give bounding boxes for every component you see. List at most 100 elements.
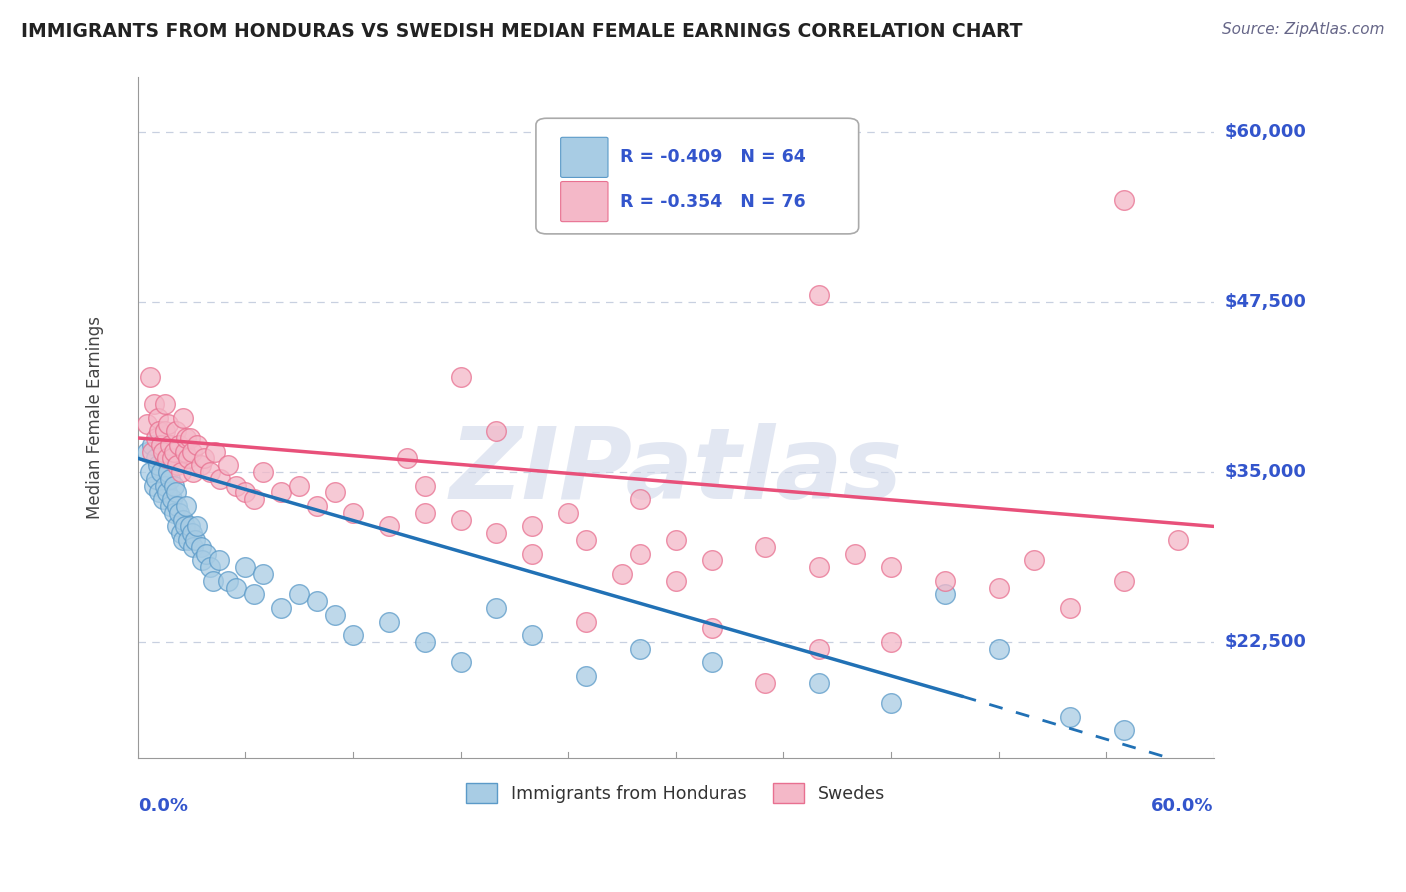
Point <box>153 451 176 466</box>
Point <box>342 628 364 642</box>
Point <box>450 513 472 527</box>
Point <box>202 574 225 588</box>
Point <box>141 444 163 458</box>
Point <box>575 533 598 547</box>
Point <box>153 424 176 438</box>
Text: $47,500: $47,500 <box>1225 293 1306 311</box>
Point <box>155 451 177 466</box>
Point <box>167 506 190 520</box>
Point <box>243 492 266 507</box>
Point <box>307 499 329 513</box>
Point <box>235 485 257 500</box>
FancyBboxPatch shape <box>561 181 607 221</box>
Point <box>146 410 169 425</box>
Point <box>808 641 831 656</box>
Point <box>172 533 194 547</box>
Point <box>145 451 167 466</box>
Point <box>243 587 266 601</box>
Point <box>628 492 651 507</box>
Point <box>413 506 436 520</box>
Point <box>1112 723 1135 738</box>
Point <box>157 465 180 479</box>
Text: ZIPatlas: ZIPatlas <box>449 424 903 520</box>
Point <box>628 641 651 656</box>
Point <box>180 444 202 458</box>
Point <box>610 567 633 582</box>
Text: $22,500: $22,500 <box>1225 633 1306 651</box>
Point <box>146 458 169 472</box>
Point <box>575 669 598 683</box>
Point <box>176 499 198 513</box>
Point <box>148 424 170 438</box>
Point <box>987 581 1010 595</box>
Point <box>450 656 472 670</box>
Text: 60.0%: 60.0% <box>1152 797 1213 814</box>
Point <box>173 444 195 458</box>
Point <box>1167 533 1189 547</box>
Point <box>323 485 346 500</box>
Point <box>808 560 831 574</box>
Point <box>378 615 401 629</box>
Text: 0.0%: 0.0% <box>138 797 188 814</box>
Point <box>395 451 418 466</box>
Point <box>987 641 1010 656</box>
Point <box>195 547 218 561</box>
Point <box>450 369 472 384</box>
Text: Source: ZipAtlas.com: Source: ZipAtlas.com <box>1222 22 1385 37</box>
Point <box>844 547 866 561</box>
Legend: Immigrants from Honduras, Swedes: Immigrants from Honduras, Swedes <box>460 776 893 810</box>
Point <box>1059 601 1081 615</box>
Point <box>413 478 436 492</box>
Point <box>183 465 205 479</box>
Point <box>152 444 174 458</box>
Point <box>557 506 579 520</box>
Point <box>179 519 201 533</box>
Point <box>163 478 186 492</box>
Point <box>934 574 956 588</box>
Point <box>217 574 239 588</box>
Point <box>1112 574 1135 588</box>
Point <box>342 506 364 520</box>
Point <box>754 676 776 690</box>
Point <box>225 581 247 595</box>
Point <box>150 438 173 452</box>
Point <box>225 478 247 492</box>
Point <box>160 451 183 466</box>
Point <box>143 397 166 411</box>
Text: R = -0.354   N = 76: R = -0.354 N = 76 <box>620 193 806 211</box>
Point <box>184 533 207 547</box>
Point <box>180 526 202 541</box>
Point <box>323 607 346 622</box>
Point <box>204 444 226 458</box>
Point <box>252 567 274 582</box>
Point <box>186 519 208 533</box>
Point <box>880 696 903 710</box>
Point <box>167 438 190 452</box>
Point <box>522 519 544 533</box>
Point <box>143 478 166 492</box>
Point <box>270 485 292 500</box>
Point <box>207 553 229 567</box>
FancyBboxPatch shape <box>561 137 607 178</box>
Point <box>700 656 723 670</box>
Point <box>522 547 544 561</box>
Point <box>485 601 508 615</box>
Point <box>252 465 274 479</box>
Point <box>217 458 239 472</box>
Point <box>700 553 723 567</box>
Point <box>198 465 221 479</box>
Point <box>157 417 180 432</box>
Point <box>160 492 183 507</box>
Point <box>153 478 176 492</box>
Point <box>166 519 188 533</box>
Point <box>163 444 186 458</box>
Point <box>665 574 688 588</box>
Point <box>173 519 195 533</box>
FancyBboxPatch shape <box>536 119 859 234</box>
Point <box>628 547 651 561</box>
Point <box>177 533 200 547</box>
Point <box>665 533 688 547</box>
Point <box>288 587 311 601</box>
Point <box>378 519 401 533</box>
Point <box>190 540 212 554</box>
